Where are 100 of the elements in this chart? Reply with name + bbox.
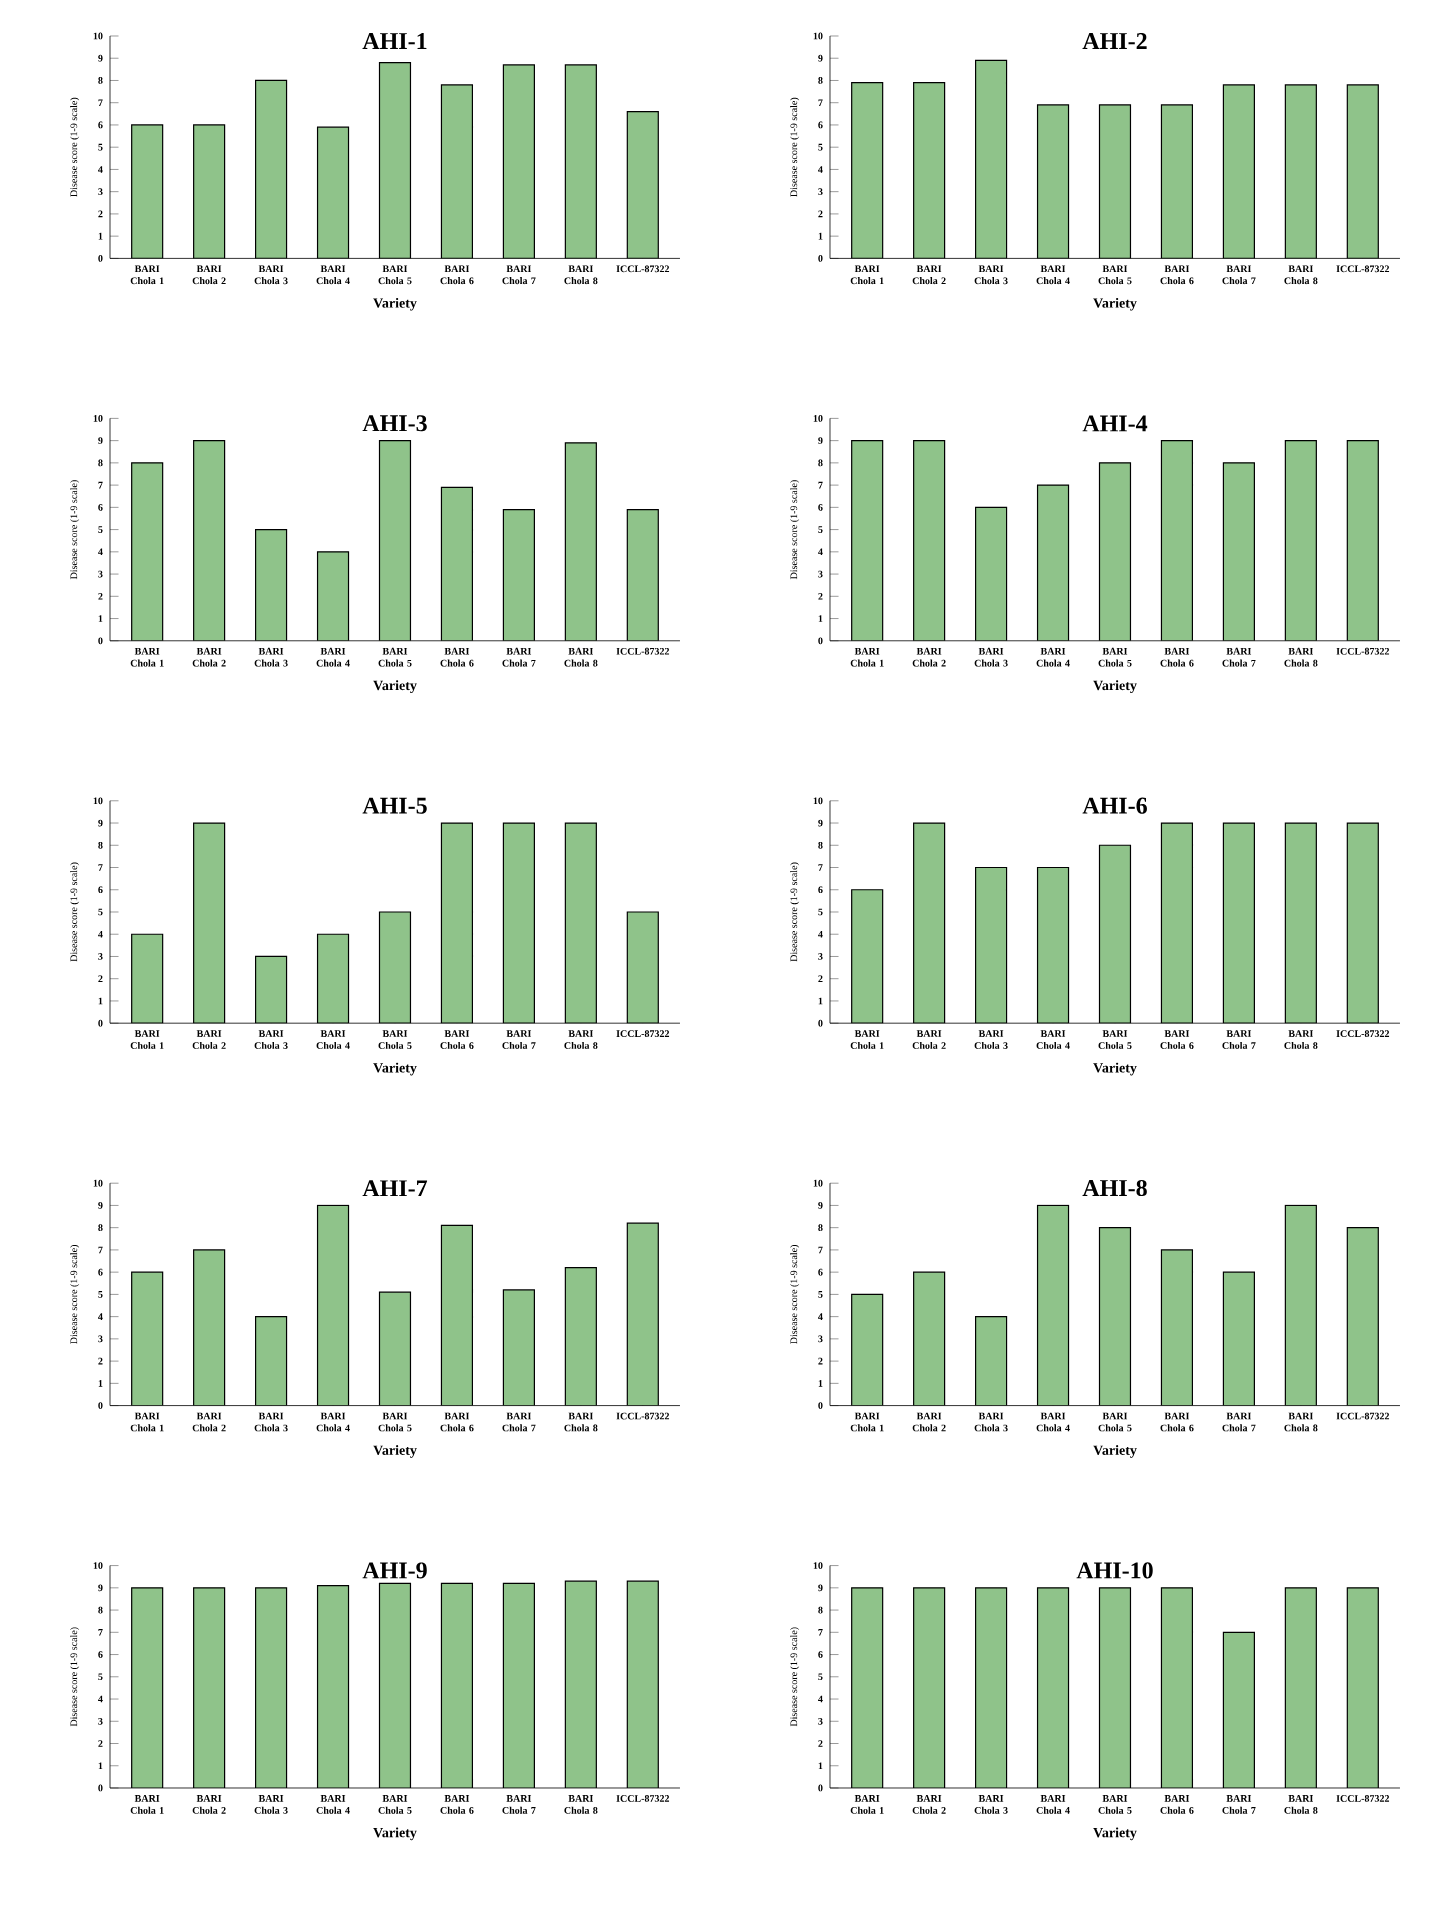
y-tick-label: 4 — [98, 548, 103, 556]
x-tick-label: BARI Chola 1 — [130, 1030, 164, 1049]
y-tick-label: 7 — [98, 481, 103, 489]
bar — [503, 64, 535, 259]
x-tick-label: BARI Chola 4 — [316, 1795, 350, 1814]
y-tick-label: 1 — [98, 1762, 103, 1770]
bar — [255, 80, 287, 259]
y-tick-label: 9 — [818, 437, 823, 444]
bar — [131, 1272, 163, 1406]
x-tick-label: ICCL-87322 — [1336, 647, 1390, 655]
bar — [1037, 104, 1069, 259]
x-tick-label: BARI Chola 8 — [1284, 647, 1318, 667]
y-tick-label: 10 — [813, 32, 823, 40]
bar — [913, 823, 945, 1024]
y-tick-label: 7 — [98, 1246, 103, 1254]
y-tick-label: 5 — [98, 526, 103, 533]
x-tick-label: BARI Chola 7 — [502, 265, 536, 285]
y-tick-label: 3 — [98, 1717, 103, 1725]
x-tick-label: BARI Chola 3 — [254, 1030, 288, 1049]
y-tick-label: 1 — [818, 1762, 823, 1770]
y-tick-label: 9 — [98, 819, 103, 827]
chart-title: AHI-5 — [362, 797, 427, 814]
y-tick-label: 5 — [818, 526, 823, 533]
bar — [626, 1222, 659, 1406]
y-tick-label: 7 — [818, 864, 823, 871]
bar — [441, 487, 473, 641]
y-tick-label: 8 — [818, 1224, 823, 1232]
y-tick-label: 4 — [98, 166, 103, 173]
bar — [503, 509, 535, 641]
bar — [975, 867, 1007, 1024]
y-tick-label: 6 — [818, 121, 823, 129]
x-tick-label: BARI Chola 7 — [1222, 647, 1256, 667]
y-tick-label: 6 — [818, 1651, 823, 1658]
y-tick-label: 6 — [818, 503, 823, 511]
x-axis-title: Variety — [373, 297, 417, 311]
y-axis-title: Disease score (1-9 scale) — [70, 1245, 80, 1344]
x-tick-label: BARI Chola 7 — [1222, 265, 1256, 285]
y-tick-label: 2 — [818, 1357, 823, 1365]
x-tick-label: ICCL-87322 — [1336, 1795, 1390, 1802]
y-tick-label: 8 — [98, 77, 103, 84]
x-tick-label: ICCL-87322 — [616, 265, 670, 273]
x-tick-label: BARI Chola 6 — [440, 265, 474, 285]
y-tick-label: 4 — [818, 1313, 823, 1320]
y-tick-label: 8 — [98, 1224, 103, 1232]
y-tick-label: 10 — [813, 1179, 823, 1187]
x-tick-label: BARI Chola 2 — [912, 265, 946, 285]
bar — [1223, 1272, 1255, 1406]
bar — [379, 440, 411, 641]
x-tick-label: BARI Chola 5 — [378, 1030, 412, 1049]
x-axis-title: Variety — [373, 1062, 417, 1076]
y-tick-label: 9 — [98, 54, 103, 62]
x-tick-label: BARI Chola 4 — [1036, 1795, 1070, 1814]
y-tick-label: 0 — [98, 1784, 103, 1792]
chart-title: AHI-4 — [1082, 415, 1148, 432]
bar — [851, 889, 883, 1024]
y-tick-label: 5 — [818, 1673, 823, 1681]
bar — [131, 462, 163, 641]
bar — [1223, 462, 1255, 641]
x-tick-label: BARI Chola 5 — [1098, 1030, 1132, 1049]
x-tick-label: BARI Chola 7 — [502, 1030, 536, 1049]
x-axis-title: Variety — [1093, 297, 1137, 311]
x-axis-title: Variety — [1093, 1827, 1137, 1841]
bar — [913, 82, 945, 259]
x-tick-label: BARI Chola 3 — [254, 265, 288, 285]
bar — [1346, 84, 1379, 259]
y-tick-label: 8 — [98, 1606, 103, 1614]
bar — [565, 1267, 597, 1406]
x-axis-title: Variety — [1093, 680, 1137, 694]
x-tick-label: BARI Chola 4 — [1036, 265, 1070, 285]
bar — [193, 1249, 225, 1406]
x-tick-label: BARI Chola 7 — [502, 647, 536, 667]
x-axis-title: Variety — [373, 680, 417, 694]
y-tick-label: 7 — [98, 864, 103, 871]
x-tick-label: BARI Chola 6 — [1160, 1030, 1194, 1049]
x-tick-label: BARI Chola 1 — [850, 1030, 884, 1049]
y-axis-title: Disease score (1-9 scale) — [70, 1627, 80, 1727]
x-tick-label: BARI Chola 6 — [1160, 265, 1194, 285]
y-tick-label: 9 — [98, 1584, 103, 1592]
y-tick-label: 8 — [98, 841, 103, 849]
y-tick-label: 0 — [818, 1784, 823, 1792]
y-tick-label: 0 — [818, 255, 823, 262]
y-tick-label: 1 — [818, 997, 823, 1005]
x-tick-label: ICCL-87322 — [1336, 265, 1390, 273]
y-tick-label: 1 — [818, 232, 823, 240]
y-tick-label: 3 — [98, 953, 103, 960]
y-tick-label: 2 — [98, 975, 103, 983]
x-tick-label: BARI Chola 8 — [1284, 1795, 1318, 1814]
bar — [255, 1316, 287, 1406]
x-tick-label: BARI Chola 2 — [192, 1412, 226, 1432]
x-tick-label: BARI Chola 8 — [1284, 1412, 1318, 1432]
x-tick-label: BARI Chola 8 — [564, 265, 598, 285]
y-axis-title: Disease score (1-9 scale) — [70, 862, 80, 962]
x-tick-label: BARI Chola 5 — [1098, 265, 1132, 285]
bar — [441, 823, 473, 1024]
y-tick-label: 4 — [98, 1313, 103, 1320]
x-tick-label: BARI Chola 1 — [850, 265, 884, 285]
y-tick-label: 1 — [818, 1380, 823, 1387]
bar — [626, 911, 659, 1024]
y-tick-label: 7 — [818, 99, 823, 106]
y-tick-label: 8 — [818, 459, 823, 467]
